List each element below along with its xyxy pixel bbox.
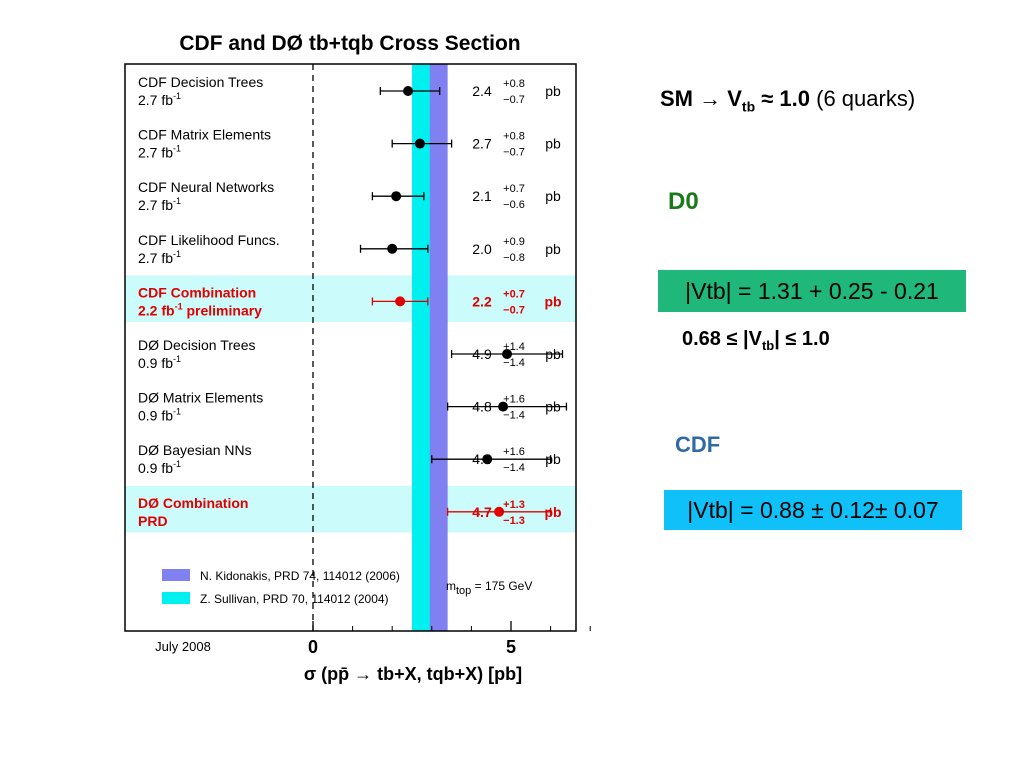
error-plus-label: +0.8 [503, 131, 525, 143]
error-minus-label: −1.4 [503, 357, 525, 369]
error-plus-label: +0.9 [503, 236, 525, 248]
luminosity-label: 2.7 fb-1 [138, 196, 181, 213]
error-minus-label: −1.4 [503, 462, 525, 474]
error-plus-label: +1.4 [503, 341, 525, 353]
measurement-label: DØ Decision Trees [138, 337, 255, 353]
error-plus-label: +1.6 [503, 394, 525, 406]
luminosity-label: 2.7 fb-1 [138, 144, 181, 161]
legend-sullivan: Z. Sullivan, PRD 70, 114012 (2004) [200, 592, 389, 606]
x-tick-label: 5 [506, 637, 516, 657]
cdf-label: CDF [675, 432, 721, 457]
measurement-label: CDF Neural Networks [138, 179, 274, 195]
cdf-result-box: |Vtb| = 0.88 ± 0.12± 0.07 [664, 490, 962, 530]
value-label: 2.4 [472, 83, 492, 99]
value-label: 2.1 [472, 188, 492, 204]
luminosity-label: 0.9 fb-1 [138, 407, 181, 424]
error-minus-label: −0.7 [503, 94, 525, 106]
sm-note: (6 quarks) [810, 86, 916, 111]
error-minus-label: −1.3 [503, 515, 525, 527]
measurement-label: DØ Bayesian NNs [138, 442, 252, 458]
value-label: 2.0 [472, 241, 492, 257]
data-point [395, 296, 406, 307]
combination-band-4 [125, 275, 576, 322]
value-label: 2.7 [472, 136, 492, 152]
unit-label: pb [545, 399, 561, 415]
d0-label: D0 [668, 188, 699, 215]
measurement-label: DØ Combination [138, 495, 248, 511]
data-point [502, 349, 513, 359]
data-point [414, 138, 425, 149]
unit-label: pb [545, 136, 561, 152]
plot-frame [124, 63, 577, 632]
unit-label: pb [544, 293, 561, 309]
x-tick-label: 0 [308, 637, 318, 657]
legend-swatch-kidonakis [162, 569, 190, 581]
measurement-label: CDF Decision Trees [138, 74, 263, 90]
luminosity-label: 2.2 fb-1 preliminary [138, 301, 262, 318]
sm-expectation: SM → Vtb ≈ 1.0 (6 quarks) [660, 86, 915, 114]
range-sub: tb [761, 338, 775, 353]
value-label: 2.2 [472, 293, 492, 309]
unit-label: pb [544, 504, 561, 520]
data-point [387, 243, 398, 254]
chart-title: CDF and DØ tb+tqb Cross Section [179, 32, 520, 55]
sm-prefix: SM → V [660, 86, 742, 111]
measurement-label: CDF Likelihood Funcs. [138, 232, 280, 248]
error-minus-label: −0.6 [503, 199, 525, 211]
data-point [498, 401, 509, 412]
measurement-label: CDF Combination [138, 284, 256, 300]
kidonakis-band [429, 64, 448, 631]
error-minus-label: −0.7 [503, 304, 525, 316]
luminosity-label: PRD [138, 513, 168, 529]
unit-label: pb [545, 346, 561, 362]
range-prefix: 0.68 ≤ |V [682, 328, 762, 350]
d0-result-box: |Vtb| = 1.31 + 0.25 - 0.21 [658, 270, 966, 312]
value-label: 4.4 [472, 451, 492, 467]
error-plus-label: +0.7 [503, 183, 525, 195]
measurement-label: CDF Matrix Elements [138, 127, 271, 143]
unit-label: pb [545, 241, 561, 257]
mtop-note: mtop = 175 GeV [446, 579, 532, 597]
cross-section-chart: CDF and DØ tb+tqb Cross Section CDF Decis… [124, 32, 591, 684]
legend-kidonakis: N. Kidonakis, PRD 74, 114012 (2006) [200, 569, 400, 583]
luminosity-label: 0.9 fb-1 [138, 459, 181, 476]
data-point [403, 86, 414, 96]
error-plus-label: +0.7 [503, 288, 525, 300]
range-suffix: | ≤ 1.0 [774, 328, 830, 350]
data-point [482, 454, 493, 465]
sm-value: ≈ 1.0 [755, 86, 811, 111]
luminosity-label: 0.9 fb-1 [138, 354, 181, 371]
value-label: 4.7 [472, 504, 492, 520]
error-plus-label: +1.6 [503, 446, 525, 458]
value-label: 4.8 [472, 399, 492, 415]
sm-sub: tb [741, 98, 756, 115]
value-label: 4.9 [472, 346, 492, 362]
unit-label: pb [545, 188, 561, 204]
error-minus-label: −1.4 [503, 410, 525, 422]
luminosity-label: 2.7 fb-1 [138, 249, 181, 266]
unit-label: pb [545, 451, 561, 467]
legend-swatch-sullivan [162, 592, 190, 604]
luminosity-label: 2.7 fb-1 [138, 91, 181, 108]
error-plus-label: +1.3 [503, 499, 525, 511]
error-minus-label: −0.8 [503, 252, 525, 264]
vtb-range: 0.68 ≤ |Vtb| ≤ 1.0 [682, 328, 830, 353]
data-point [494, 506, 505, 517]
data-point [391, 191, 402, 202]
x-axis-label: σ (pp̄ → tb+X, tqb+X) [pb] [304, 664, 522, 684]
error-plus-label: +0.8 [503, 78, 525, 90]
unit-label: pb [545, 83, 561, 99]
error-minus-label: −0.7 [503, 147, 525, 159]
measurement-label: DØ Matrix Elements [138, 390, 263, 406]
date-note: July 2008 [155, 639, 211, 654]
